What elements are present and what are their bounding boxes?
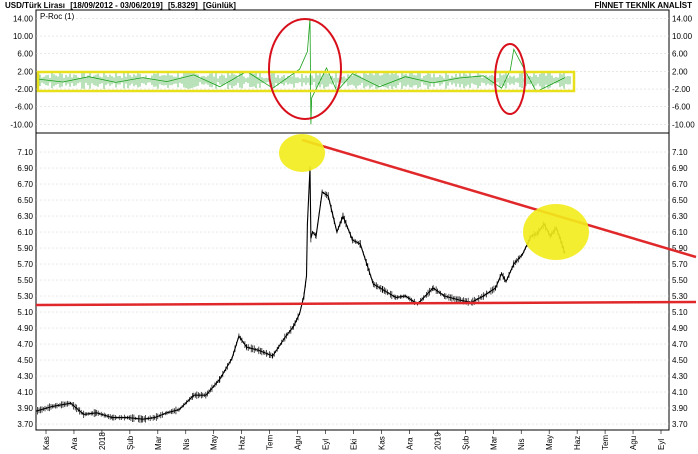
price-series-line <box>35 167 566 420</box>
price-y-tick-label: 3.70 <box>17 420 33 429</box>
x-tick-label: Eki <box>350 439 359 450</box>
x-tick-label: Ara <box>405 437 414 450</box>
roc-band-rectangle <box>36 70 576 93</box>
price-y-tick-label: 5.70 <box>17 260 33 269</box>
price-y-tick-label: 6.90 <box>672 164 688 173</box>
roc-y-tick-label: 2.00 <box>672 67 688 76</box>
x-tick-label: Kas <box>377 436 386 450</box>
roc-y-tick-label: -6.00 <box>672 103 691 112</box>
header-date-range: [18/09/2012 - 03/06/2019] <box>70 1 163 10</box>
price-y-tick-label: 6.50 <box>672 196 688 205</box>
price-y-axis-ticks: 7.10 7.10 6.90 6.90 6.70 6.70 6.50 6.50 6.30 6.30… <box>17 148 688 429</box>
x-tick-label: Tem <box>601 435 610 450</box>
price-y-tick-label: 3.90 <box>672 404 688 413</box>
roc-y-tick-label: 10.00 <box>672 32 693 41</box>
roc-y-tick-label: -2.00 <box>15 85 34 94</box>
x-tick-label: 2019 <box>433 432 442 450</box>
roc-y-tick-label: 14.00 <box>672 14 693 23</box>
x-tick-label: Kas <box>42 436 51 450</box>
price-y-tick-label: 5.90 <box>672 244 688 253</box>
price-y-tick-label: 6.70 <box>17 180 33 189</box>
price-y-tick-label: 6.30 <box>672 212 688 221</box>
roc-y-tick-label: -2.00 <box>672 85 691 94</box>
roc-spike-circle-1 <box>268 18 342 120</box>
x-tick-label: Şub <box>461 435 470 450</box>
price-y-tick-label: 4.30 <box>672 372 688 381</box>
roc-spike-circle-2 <box>494 43 526 115</box>
x-tick-label: Agu <box>294 436 303 450</box>
roc-y-tick-label: -6.00 <box>15 103 34 112</box>
header-symbol: USD/Türk Lirası <box>5 1 65 10</box>
roc-y-tick-label: -10.00 <box>10 120 33 129</box>
x-axis-ticks: Kas Ara 2018 Şub Mar Nis May Haz Tem Agu Eyl Eki Kas… <box>42 430 666 450</box>
price-y-tick-label: 6.30 <box>17 212 33 221</box>
price-y-tick-label: 6.10 <box>672 228 688 237</box>
price-y-tick-label: 6.50 <box>17 196 33 205</box>
x-tick-label: Ara <box>70 437 79 450</box>
header-info: USD/Türk Lirası [18/09/2012 - 03/06/2019… <box>5 1 236 10</box>
roc-y-axis-ticks: 14.00 14.00 10.00 10.00 6.00 6.00 2.00 2.00 -2.0… <box>10 14 695 129</box>
header-brand: FİNNET TEKNİK ANALİST <box>595 1 693 10</box>
price-grid <box>36 151 669 425</box>
price-y-tick-label: 7.10 <box>672 148 688 157</box>
price-y-tick-label: 4.90 <box>17 324 33 333</box>
price-y-tick-label: 5.70 <box>672 260 688 269</box>
x-tick-label: Eyl <box>657 439 666 450</box>
price-y-tick-label: 4.90 <box>672 324 688 333</box>
price-y-tick-label: 5.90 <box>17 244 33 253</box>
x-tick-label: Eyl <box>322 439 331 450</box>
price-y-tick-label: 5.50 <box>672 276 688 285</box>
price-y-tick-label: 4.70 <box>17 340 33 349</box>
peak-highlight <box>279 134 325 172</box>
x-tick-label: Nis <box>182 438 191 450</box>
price-y-tick-label: 4.10 <box>672 388 688 397</box>
roc-y-tick-label: 6.00 <box>672 50 688 59</box>
price-panel <box>35 132 670 431</box>
price-y-tick-label: 4.30 <box>17 372 33 381</box>
price-y-tick-label: 5.10 <box>17 308 33 317</box>
roc-y-tick-label: -10.00 <box>672 120 695 129</box>
x-tick-label: Haz <box>573 436 582 450</box>
x-tick-label: May <box>545 435 554 450</box>
header-period: [Günlük] <box>203 1 236 10</box>
x-tick-label: 2018 <box>98 432 107 450</box>
recent-highlight <box>523 204 589 260</box>
roc-y-tick-label: 14.00 <box>13 14 34 23</box>
roc-title: P-Roc (1) <box>40 12 75 21</box>
price-y-tick-label: 5.10 <box>672 308 688 317</box>
price-y-tick-label: 4.70 <box>672 340 688 349</box>
roc-y-tick-label: 6.00 <box>17 50 33 59</box>
x-tick-label: Şub <box>126 435 135 450</box>
price-y-tick-label: 6.70 <box>672 180 688 189</box>
support-trendline <box>35 300 697 307</box>
price-y-tick-label: 5.30 <box>17 292 33 301</box>
x-tick-label: Nis <box>517 438 526 450</box>
x-tick-label: Haz <box>238 436 247 450</box>
price-y-tick-label: 3.70 <box>672 420 688 429</box>
price-y-tick-label: 4.50 <box>672 356 688 365</box>
annotations <box>35 18 697 307</box>
x-tick-label: May <box>210 435 219 450</box>
x-tick-label: Agu <box>629 436 638 450</box>
x-tick-label: Mar <box>489 436 498 450</box>
price-y-tick-label: 4.50 <box>17 356 33 365</box>
price-y-tick-label: 6.10 <box>17 228 33 237</box>
x-tick-label: Mar <box>154 436 163 450</box>
roc-y-tick-label: 2.00 <box>17 67 33 76</box>
roc-noise-bars <box>37 71 571 89</box>
price-y-tick-label: 5.30 <box>672 292 688 301</box>
price-y-tick-label: 4.10 <box>17 388 33 397</box>
price-y-tick-label: 7.10 <box>17 148 33 157</box>
price-y-tick-label: 6.90 <box>17 164 33 173</box>
x-tick-label: Tem <box>266 435 275 450</box>
header-last-value: [5.8329] <box>168 1 198 10</box>
price-y-tick-label: 5.50 <box>17 276 33 285</box>
roc-y-tick-label: 10.00 <box>13 32 34 41</box>
price-y-tick-label: 3.90 <box>17 404 33 413</box>
roc-series-line <box>35 18 566 125</box>
resistance-trendline <box>301 138 697 259</box>
